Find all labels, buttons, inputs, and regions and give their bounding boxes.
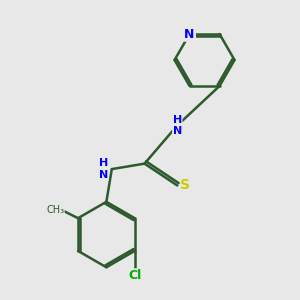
Text: H
N: H N [99,158,108,180]
Text: S: S [181,178,190,193]
Text: CH₃: CH₃ [46,205,64,215]
Text: N: N [184,28,195,40]
Text: H
N: H N [172,115,182,136]
Text: Cl: Cl [128,269,141,282]
